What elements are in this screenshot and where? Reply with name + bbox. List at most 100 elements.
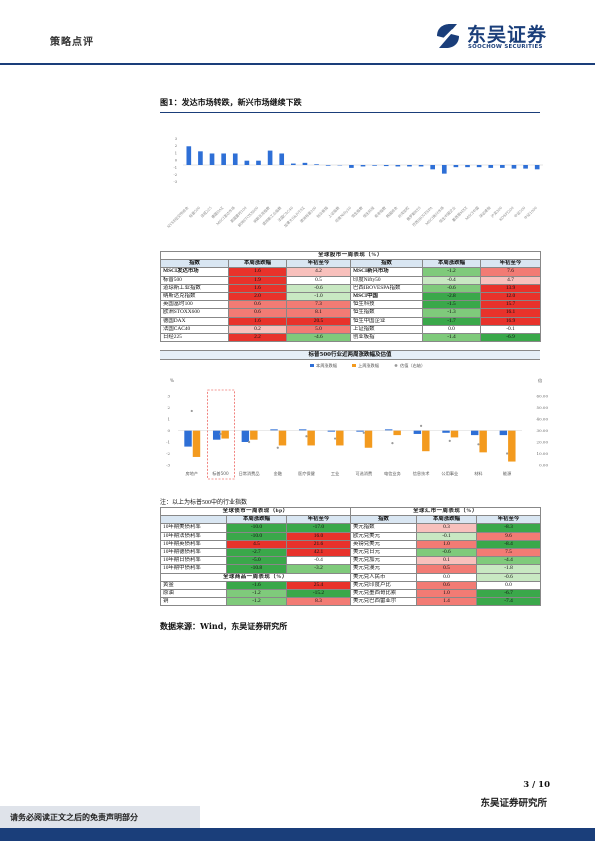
index-bar: [523, 165, 528, 169]
table-row: 纳斯达克指数 2.0 -1.0 MSCI中国 -2.8 12.0: [160, 292, 542, 302]
table-cell: 英国富时100: [160, 300, 229, 310]
table-row: 10年期美债利率 -10.0 -17.0: [160, 523, 352, 533]
sector-chart-title: 标普500行业近两周涨跌幅及估值: [160, 350, 540, 360]
valuation-point: [477, 443, 480, 446]
index-bar: [209, 153, 215, 165]
y-tick-left: -1: [166, 440, 170, 445]
table-cell: 美元兑加元: [350, 556, 417, 566]
index-bar: [325, 165, 331, 166]
this-week-bar: [327, 430, 336, 432]
table-cell: 25.4: [285, 580, 352, 591]
footer-company: 东吴证券研究所: [480, 798, 547, 809]
table-row: 英国富时100 0.6 7.3 恒生科技 -1.5 15.7: [160, 300, 542, 310]
table-row: 美元兑加元 0.1 -4.4: [350, 556, 542, 566]
table-header-cell: 年初至今: [286, 259, 351, 269]
this-week-bar: [212, 430, 221, 440]
table-row: 美元兑墨西哥比索 1.0 -6.7: [350, 589, 542, 599]
table-cell: 0.0: [422, 324, 481, 335]
valuation-point: [276, 446, 279, 449]
legend-marker: [394, 364, 398, 367]
table-cell: 12.0: [479, 292, 542, 302]
sector-label: 公用事业: [441, 470, 458, 477]
y-tick-left: 3: [167, 394, 170, 399]
table-row: 美元指数 0.3 -8.3: [350, 523, 542, 533]
table-cell: -8.4: [475, 539, 542, 550]
figure-title: 图1：发达市场转跌，新兴市场继续下跌: [160, 97, 540, 113]
this-week-bar: [270, 429, 278, 431]
sector-chart: 本周涨跌幅 上周涨跌幅 估值（右轴）% 倍 3 2 1 0 -1 -2 -3 60.00 50.00 40…: [166, 362, 549, 480]
logo-mark-icon: [437, 24, 459, 48]
table-cell: 英镑兑美元: [350, 539, 417, 550]
table-cell: 德国DAX: [160, 316, 229, 326]
last-week-bar: [450, 430, 459, 438]
y-tick-label: 1: [175, 151, 177, 155]
last-week-bar: [422, 430, 430, 452]
valuation-point: [362, 431, 365, 434]
y-tick-label: -1: [173, 166, 177, 170]
table-header-cell: 指数: [350, 515, 417, 525]
last-week-bar: [336, 430, 344, 446]
table-cell: 21.6: [285, 539, 352, 550]
y-tick-label: 0: [175, 159, 178, 163]
table-cell: -0.1: [416, 531, 477, 541]
bond-table: 全球债市一周表现（bp） 本周涨跌幅 年初至今 10年期美债利率 -10.0 -17.…: [159, 506, 352, 607]
table-header-cell: 本周涨跌幅: [226, 515, 287, 525]
table-row: 欧洲STOXX600 0.6 8.1 恒生指数 -1.3 16.1: [160, 308, 542, 318]
sector-label: 房地产: [185, 470, 198, 477]
table-cell: 10年期中债利率: [160, 564, 227, 574]
table-header-cell: 指数: [160, 259, 229, 269]
index-bar: [360, 165, 366, 167]
index-bar: [232, 153, 238, 165]
table-cell: 4.7: [479, 275, 542, 285]
legend-swatch: [352, 364, 356, 367]
last-week-bar: [479, 430, 487, 453]
last-week-bar: [393, 430, 401, 436]
index-bar: [383, 165, 389, 167]
table-cell: 10年期英债利率: [160, 539, 227, 550]
y-tick-right: 40.00: [537, 417, 549, 422]
table-cell: 2.2: [228, 333, 287, 343]
fx-table-title: 全球汇市一周表现（%）: [349, 506, 542, 517]
valuation-point: [448, 439, 451, 442]
index-bar: [476, 165, 482, 168]
valuation-point: [219, 432, 222, 436]
table-cell: 0.2: [228, 324, 287, 335]
table-cell: -6.7: [475, 589, 542, 599]
table-cell: 日经225: [160, 333, 229, 343]
table-cell: 恒生科技: [350, 300, 423, 310]
table-cell: 9.6: [475, 531, 542, 541]
table-cell: -0.6: [475, 572, 542, 582]
table-cell: 美元兑人民币: [350, 572, 417, 582]
table-cell: MSCI中国: [350, 292, 423, 302]
this-week-bar: [499, 430, 508, 436]
fx-table: 全球汇市一周表现（%） 指数 本周涨跌幅 年初至今 美元指数 0.3 -8.3 欧元兑美元…: [349, 506, 542, 607]
index-bar: [372, 165, 377, 166]
table-cell: -10.8: [226, 564, 287, 574]
table-cell: MSCI新兴市场: [350, 267, 423, 277]
index-bar: [441, 165, 447, 174]
table-cell: 1.0: [416, 589, 477, 599]
table-cell: 美元兑日元: [350, 548, 417, 558]
table-row: 铜 -1.2 8.3: [160, 597, 352, 607]
table-cell: -17.0: [285, 523, 352, 533]
table-row: 美元兑巴西雷亚尔 1.4 -7.4: [350, 597, 542, 607]
header-rule: [0, 63, 595, 65]
this-week-bar: [241, 430, 250, 442]
index-bar: [407, 165, 412, 167]
y-tick-right: 0.00: [539, 463, 548, 468]
table-row: 英镑兑美元 1.0 -8.4: [350, 539, 542, 550]
table-cell: 0.6: [228, 300, 287, 310]
table-cell: 10年期日债利率: [160, 556, 227, 566]
table-cell: -0.6: [422, 283, 481, 294]
y-tick-right: 20.00: [537, 440, 549, 445]
last-week-bar: [250, 430, 258, 440]
sector-label: 医疗保健: [298, 470, 316, 477]
table-row: MSCI发达市场 1.6 4.2 MSCI新兴市场 -1.2 7.6: [160, 267, 542, 277]
table-cell: 创业板指: [350, 333, 423, 343]
index-bar: [198, 151, 203, 165]
footer-disclaimer[interactable]: 请务必阅读正文之后的免责声明部分: [0, 806, 200, 828]
table-row: 原油 -1.2 -15.2: [160, 589, 352, 599]
table-cell: 黄金: [160, 580, 227, 591]
table-cell: 10年期美债利率: [160, 523, 227, 533]
index-bar: [453, 165, 459, 168]
